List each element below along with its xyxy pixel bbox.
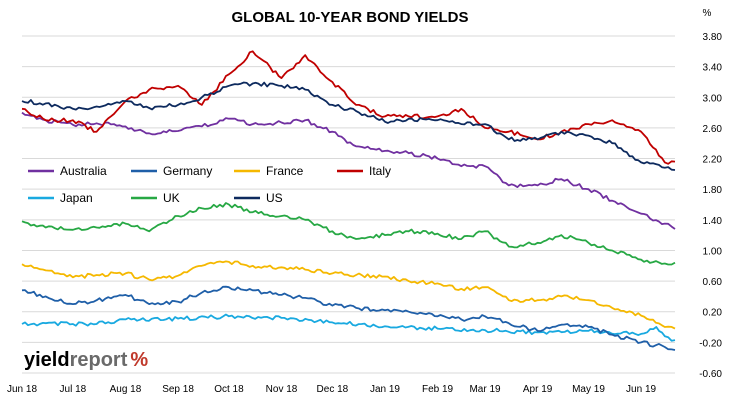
legend-label: US — [266, 191, 283, 205]
y-tick-label: 3.80 — [703, 32, 723, 43]
x-tick-label: Apr 19 — [523, 384, 553, 395]
x-tick-label: Dec 18 — [317, 384, 349, 395]
x-tick-label: Aug 18 — [110, 384, 142, 395]
legend-item-italy: Italy — [337, 164, 391, 178]
legend-item-us: US — [234, 191, 283, 205]
y-axis-ticks: 3.80 3.40 3.00 2.60 2.20 1.80 1.40 1.00 0.60 0.20… — [699, 32, 722, 380]
logo-percent-icon: % — [130, 349, 148, 371]
x-tick-label: Jan 19 — [370, 384, 400, 395]
svg-text:yieldreport%: yieldreport% — [24, 349, 148, 371]
legend-item-uk: UK — [131, 191, 180, 205]
series-line-france — [21, 260, 676, 330]
y-tick-label: -0.60 — [699, 369, 722, 380]
series-line-japan — [21, 313, 676, 342]
logo-text-yield: yield — [24, 349, 70, 371]
series-lines — [21, 50, 676, 351]
y-tick-label: 3.00 — [703, 93, 723, 104]
y-tick-label: 2.20 — [703, 155, 723, 166]
y-tick-label: 1.80 — [703, 185, 723, 196]
y-axis-unit-label: % — [703, 8, 712, 19]
legend-label: Australia — [60, 164, 107, 178]
legend-item-japan: Japan — [28, 191, 93, 205]
legend-item-germany: Germany — [131, 164, 212, 178]
x-tick-label: Nov 18 — [266, 384, 298, 395]
legend-label: UK — [163, 191, 180, 205]
x-tick-label: Jun 19 — [626, 384, 656, 395]
y-tick-label: 0.60 — [703, 277, 723, 288]
logo-text-report: report — [70, 349, 128, 371]
x-axis-ticks: Jun 18 Jul 18 Aug 18 Sep 18 Oct 18 Nov 18 Dec … — [7, 384, 657, 395]
series-line-germany — [21, 285, 676, 351]
x-tick-label: Jul 18 — [60, 384, 87, 395]
legend-label: Japan — [60, 191, 93, 205]
x-tick-label: Mar 19 — [469, 384, 501, 395]
y-tick-label: 0.20 — [703, 308, 723, 319]
yieldreport-logo: yieldreport% — [24, 349, 148, 371]
legend-item-australia: Australia — [28, 164, 107, 178]
x-tick-label: Oct 18 — [214, 384, 244, 395]
legend-label: Germany — [163, 164, 212, 178]
series-line-us — [21, 81, 676, 171]
y-tick-label: 2.60 — [703, 124, 723, 135]
series-line-italy — [21, 50, 676, 165]
y-tick-label: 3.40 — [703, 63, 723, 74]
chart-title: GLOBAL 10-YEAR BOND YIELDS — [232, 9, 469, 26]
y-tick-label: -0.20 — [699, 338, 722, 349]
series-line-australia — [21, 111, 676, 230]
y-tick-label: 1.00 — [703, 246, 723, 257]
legend-label: Italy — [369, 164, 391, 178]
series-line-uk — [21, 202, 676, 266]
legend: Australia Germany France Italy Japan UK US — [28, 164, 391, 205]
x-tick-label: Feb 19 — [422, 384, 454, 395]
legend-item-france: France — [234, 164, 304, 178]
x-tick-label: Sep 18 — [162, 384, 194, 395]
y-tick-label: 1.40 — [703, 216, 723, 227]
legend-label: France — [266, 164, 304, 178]
x-tick-label: Jun 18 — [7, 384, 37, 395]
x-tick-label: May 19 — [572, 384, 605, 395]
